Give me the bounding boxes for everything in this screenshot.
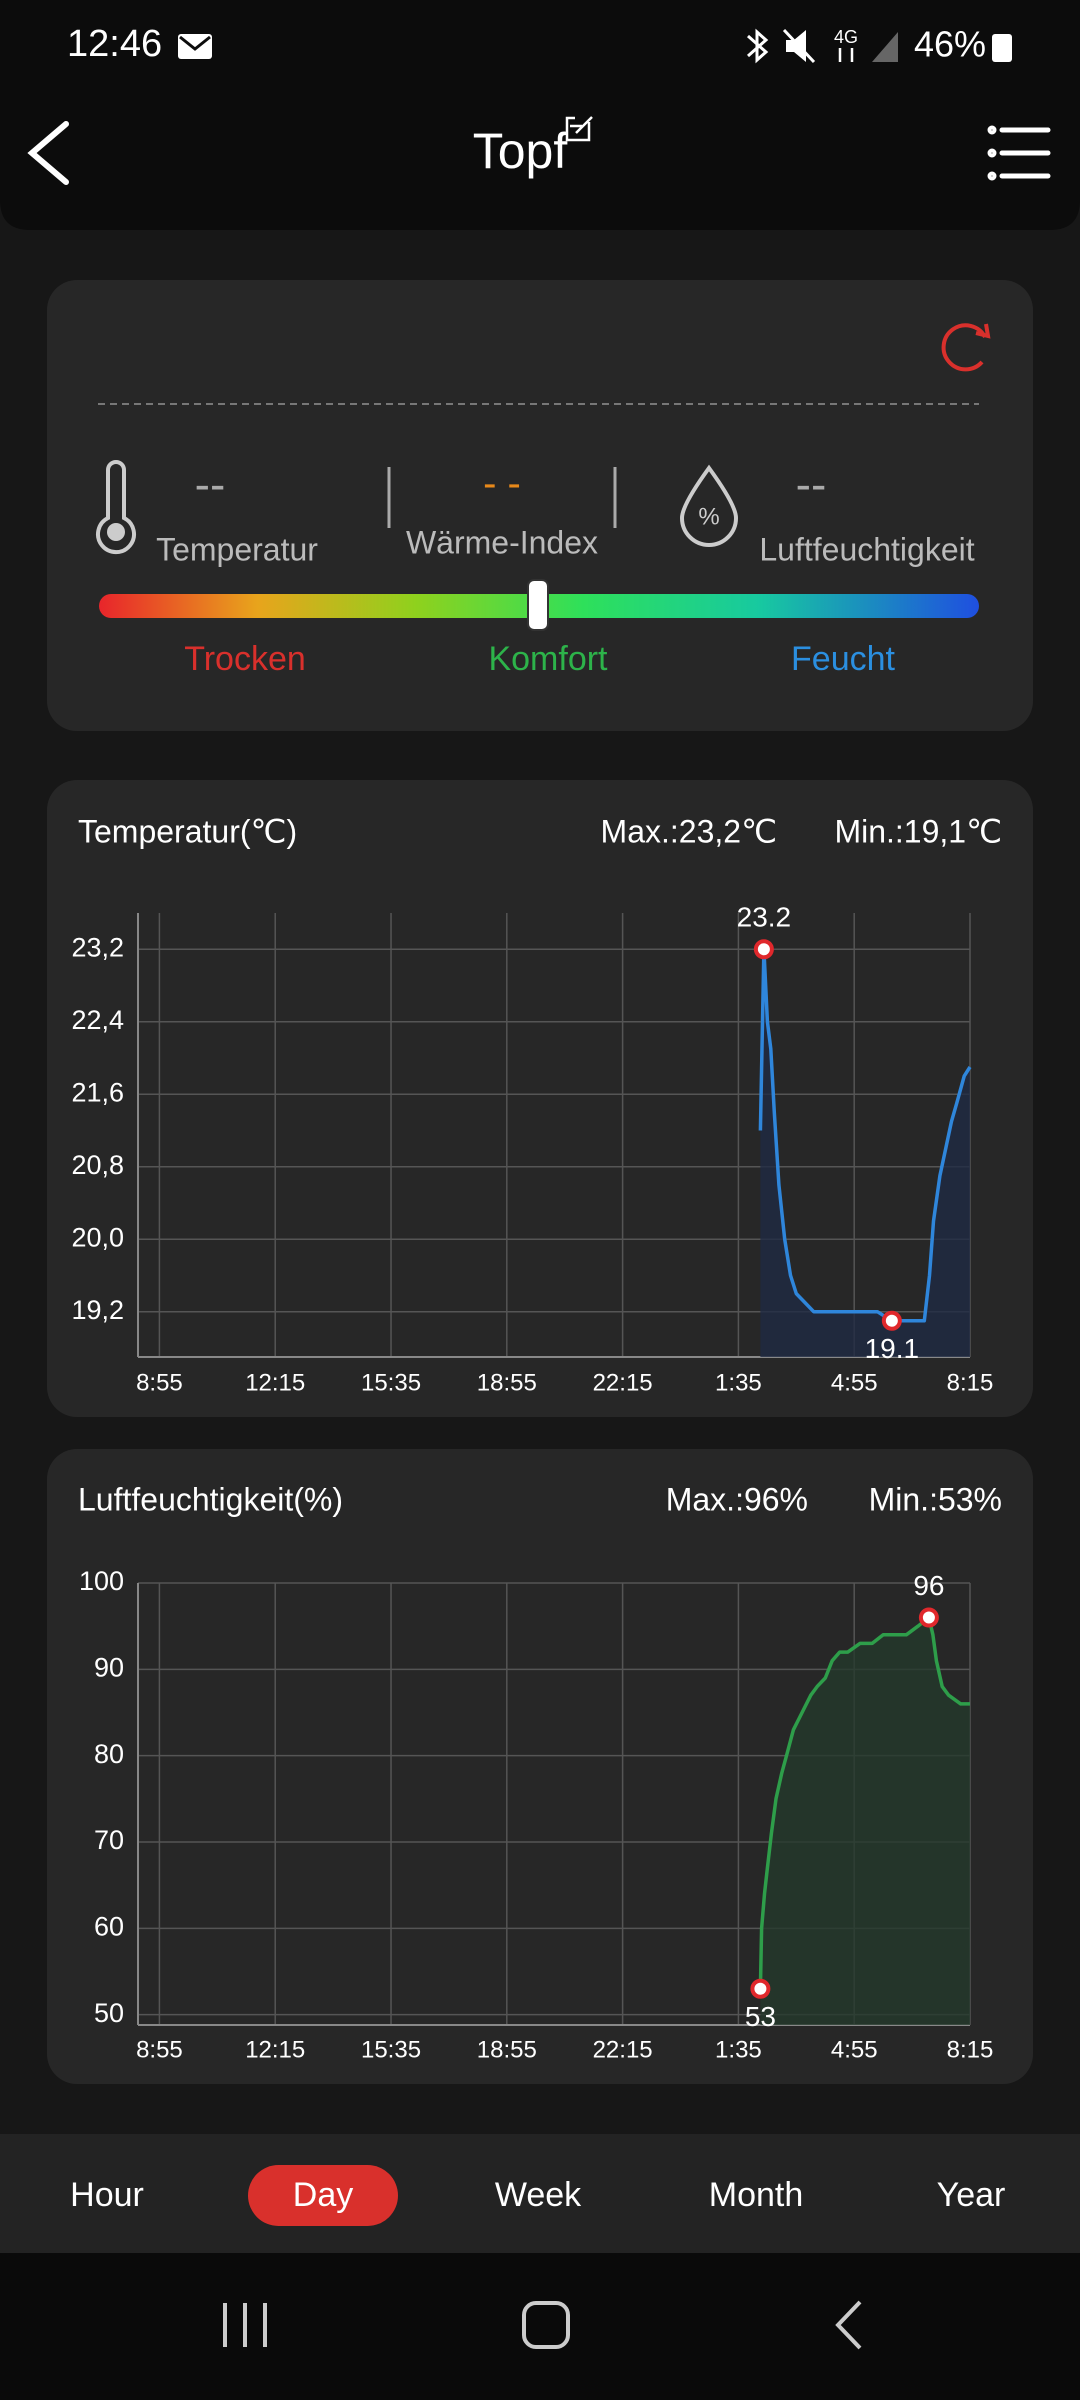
- chart-min: Min.:53%: [869, 1481, 1002, 1517]
- thermometer-bulb: [107, 523, 125, 541]
- device-title: Topf: [473, 123, 568, 179]
- x-tick-label: 4:55: [831, 2036, 878, 2063]
- temperature-label: Temperatur: [156, 531, 318, 567]
- nav-back-button[interactable]: [835, 2300, 862, 2350]
- chart-title: Temperatur(℃): [78, 813, 297, 849]
- y-tick-label: 50: [94, 1998, 124, 2028]
- scale-dry: Trocken: [184, 640, 306, 678]
- tab[interactable]: Day: [293, 2176, 353, 2214]
- home-button[interactable]: [522, 2301, 570, 2349]
- line: [758, 947, 972, 1323]
- comfort-card: [47, 280, 1033, 731]
- temperature-value: --: [195, 458, 226, 510]
- y-tick-label: 90: [94, 1652, 124, 1682]
- annotation-label: 23.2: [737, 902, 792, 933]
- edit-icon[interactable]: [565, 116, 593, 142]
- humidity-value: --: [796, 458, 827, 510]
- menu-button[interactable]: [987, 125, 1051, 181]
- y-tick-label: 21,6: [71, 1077, 124, 1107]
- x-tick-label: 15:35: [361, 2036, 421, 2063]
- battery-level: 46%: [914, 24, 986, 65]
- chart-min: Min.:19,1℃: [834, 813, 1002, 849]
- x-tick-label: 12:15: [245, 1369, 305, 1396]
- annotation-label: 96: [913, 1570, 944, 1601]
- y-tick-label: 60: [94, 1911, 124, 1941]
- x-tick-label: 8:55: [136, 2036, 183, 2063]
- y-tick-label: 80: [94, 1739, 124, 1769]
- tab-active-pill: [248, 2165, 398, 2226]
- y-tick-label: 23,2: [71, 932, 124, 962]
- tab[interactable]: Hour: [70, 2176, 144, 2214]
- navigation-bar: [0, 2253, 1080, 2400]
- annotation-marker: [881, 1310, 902, 1331]
- charts: 19,2 20,0 20,8 21,6 22,4 23,2 8:55 12:15 15:35 18…: [71, 902, 993, 2064]
- chart-max: Max.:96%: [666, 1481, 808, 1517]
- tab[interactable]: Week: [495, 2176, 582, 2214]
- x-tick-label: 1:35: [715, 2036, 762, 2063]
- x-tick-label: 18:55: [477, 1369, 537, 1396]
- x-tick-label: 1:35: [715, 1369, 762, 1396]
- drop-icon-percent: %: [698, 503, 719, 530]
- annotation-marker: [753, 939, 774, 960]
- bluetooth-icon: [747, 28, 769, 64]
- scale-comfort: Komfort: [488, 640, 608, 678]
- x-tick-label: 18:55: [477, 2036, 537, 2063]
- chart-max: Max.:23,2℃: [601, 813, 777, 849]
- x-tick-label: 4:55: [831, 1369, 878, 1396]
- x-tick-label: 22:15: [593, 1369, 653, 1396]
- tab[interactable]: Month: [709, 2176, 804, 2214]
- data-arrows: [838, 48, 854, 62]
- annotation-label: 19.1: [865, 1333, 920, 1364]
- y-tick-label: 20,8: [71, 1150, 124, 1180]
- battery-icon: [992, 34, 1012, 62]
- area: [760, 1617, 970, 2025]
- scale-humid: Feucht: [791, 640, 895, 678]
- y-tick-label: 100: [79, 1566, 124, 1596]
- line: [758, 1615, 970, 1989]
- annotation-label: 53: [745, 2001, 776, 2032]
- area: [760, 949, 970, 1357]
- refresh-button[interactable]: [941, 323, 987, 372]
- y-tick-label: 22,4: [71, 1005, 124, 1035]
- tabs: Hour Day Week Month Year: [70, 2165, 1005, 2226]
- x-tick-label: 22:15: [593, 2036, 653, 2063]
- back-button[interactable]: [27, 121, 69, 185]
- y-tick-label: 19,2: [71, 1295, 124, 1325]
- heat-index-label: Wärme-Index: [406, 524, 598, 560]
- drop-icon: [679, 464, 739, 547]
- network-type: 4G: [834, 27, 858, 47]
- heat-index-value: - -: [483, 462, 521, 506]
- status-time: 12:46: [67, 23, 162, 65]
- mute-slash: [782, 28, 816, 64]
- chart-title: Luftfeuchtigkeit(%): [78, 1481, 343, 1517]
- y-tick-label: 70: [94, 1825, 124, 1855]
- signal-icon: [872, 32, 898, 62]
- y-tick-label: 20,0: [71, 1222, 124, 1252]
- mail-icon: [178, 34, 212, 59]
- refresh-arrow: [975, 323, 991, 339]
- recents-button[interactable]: [223, 2303, 267, 2347]
- mail-icon-flap: [179, 35, 211, 51]
- comfort-slider: [527, 579, 549, 631]
- x-tick-label: 8:15: [947, 1369, 994, 1396]
- x-tick-label: 12:15: [245, 2036, 305, 2063]
- x-tick-label: 8:55: [136, 1369, 183, 1396]
- humidity-label: Luftfeuchtigkeit: [759, 531, 974, 567]
- annotation-marker: [918, 1607, 939, 1628]
- tab-bar: [0, 2134, 1080, 2253]
- x-tick-label: 8:15: [947, 2036, 994, 2063]
- tab[interactable]: Year: [937, 2176, 1006, 2214]
- annotation-marker: [750, 1978, 771, 1999]
- thermometer-icon: [96, 460, 136, 555]
- mute-icon: [786, 30, 806, 62]
- x-tick-label: 15:35: [361, 1369, 421, 1396]
